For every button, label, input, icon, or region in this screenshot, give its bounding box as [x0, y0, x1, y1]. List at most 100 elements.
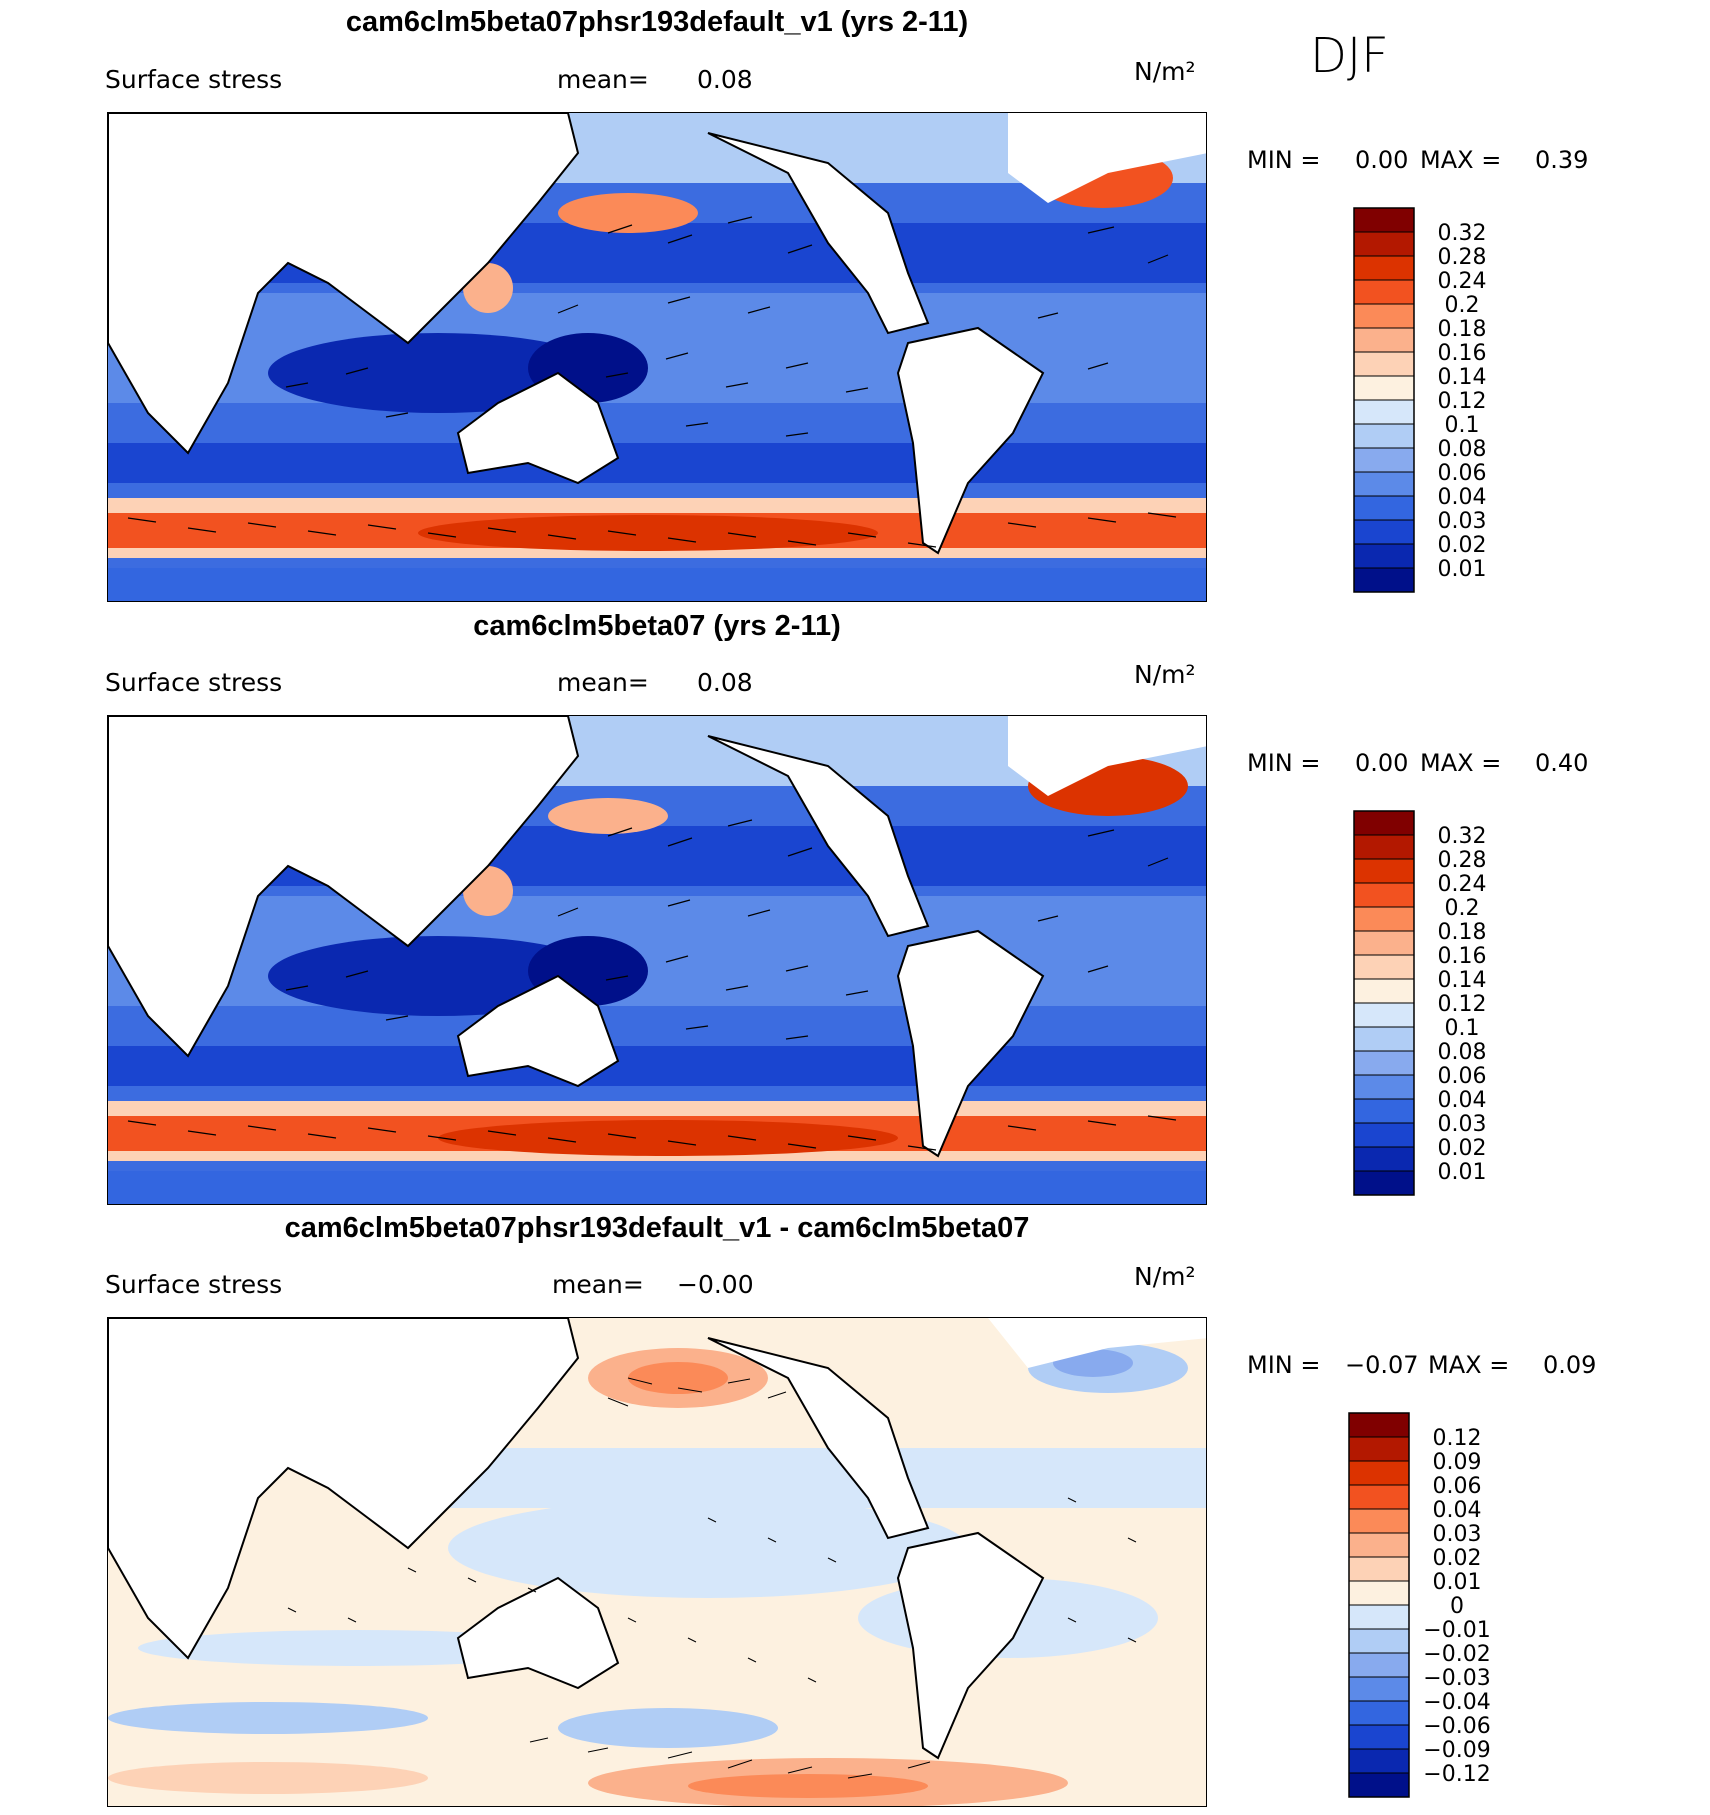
colorbar-level-label: 0.14 [1438, 365, 1487, 390]
panel-2-max-label: MAX = [1420, 749, 1502, 777]
panel-2-max-value: 0.40 [1535, 749, 1589, 777]
colorbar-level-label: 0.28 [1438, 245, 1487, 270]
colorbar-swatch [1353, 519, 1415, 545]
colorbar-swatch [1348, 1700, 1410, 1726]
panel-1-title: cam6clm5beta07phsr193default_v1 (yrs 2-1… [345, 6, 969, 38]
colorbar-level-label: 0.2 [1445, 896, 1480, 921]
colorbar-swatch [1348, 1508, 1410, 1534]
colorbar-swatch [1348, 1460, 1410, 1486]
panel-2-mean-label: mean= [557, 668, 649, 697]
colorbar-swatch [1353, 1098, 1415, 1124]
colorbar-level-label: −0.03 [1423, 1666, 1490, 1691]
panel-3-mean-label: mean= [552, 1270, 644, 1299]
colorbar-level-label: 0.01 [1433, 1570, 1482, 1595]
panel-3-min-value: −0.07 [1345, 1351, 1419, 1379]
colorbar-level-label: 0.04 [1433, 1498, 1482, 1523]
colorbar-swatch [1353, 810, 1415, 836]
colorbar-swatch [1353, 906, 1415, 932]
season-label: DJF [1310, 28, 1389, 84]
colorbar-level-label: 0.1 [1445, 1016, 1480, 1041]
colorbar-swatch [1353, 1146, 1415, 1172]
panel-2-min-value: 0.00 [1355, 749, 1409, 777]
colorbar-level-label: −0.06 [1423, 1714, 1490, 1739]
panel-3-max-value: 0.09 [1543, 1351, 1597, 1379]
colorbar-level-label: 0.12 [1433, 1426, 1482, 1451]
colorbar-level-label: 0.32 [1438, 824, 1487, 849]
colorbar-swatch [1348, 1772, 1410, 1798]
colorbar-swatch [1348, 1412, 1410, 1438]
colorbar-level-label: 0.18 [1438, 317, 1487, 342]
panel-1-min-label: MIN = [1247, 146, 1321, 174]
colorbar-swatch [1353, 882, 1415, 908]
colorbar-swatch [1353, 543, 1415, 569]
colorbar-level-label: 0.2 [1445, 293, 1480, 318]
colorbar-swatch [1353, 834, 1415, 860]
colorbar-swatch [1348, 1484, 1410, 1510]
colorbar-level-label: −0.09 [1423, 1738, 1490, 1763]
colorbar-level-label: 0.08 [1438, 437, 1487, 462]
panel-1-mean-label: mean= [557, 65, 649, 94]
colorbar-level-label: 0.28 [1438, 848, 1487, 873]
colorbar-swatch [1348, 1652, 1410, 1678]
colorbar-level-label: 0.01 [1438, 1160, 1487, 1185]
panel-1-units: N/m² [1134, 57, 1196, 86]
colorbar-swatch [1353, 423, 1415, 449]
colorbar-level-label: 0.01 [1438, 557, 1487, 582]
panel-2-variable: Surface stress [105, 668, 283, 697]
panel-2-min-label: MIN = [1247, 749, 1321, 777]
colorbar-swatch [1353, 207, 1415, 233]
colorbar-level-label: 0.16 [1438, 944, 1487, 969]
colorbar-swatch [1353, 1170, 1415, 1196]
panel-2-map [107, 715, 1207, 1205]
colorbar-level-label: 0.03 [1438, 1112, 1487, 1137]
colorbar-swatch [1353, 375, 1415, 401]
colorbar-swatch [1353, 399, 1415, 425]
colorbar-level-label: 0.03 [1433, 1522, 1482, 1547]
colorbar-level-label: 0.1 [1445, 413, 1480, 438]
panel-1-map [107, 112, 1207, 602]
colorbar-level-label: 0.32 [1438, 221, 1487, 246]
panel-3-max-label: MAX = [1428, 1351, 1510, 1379]
colorbar-level-label: 0.14 [1438, 968, 1487, 993]
panel-2-title: cam6clm5beta07 (yrs 2-11) [473, 610, 841, 642]
colorbar-level-label: 0.06 [1438, 1064, 1487, 1089]
colorbar-swatch [1348, 1628, 1410, 1654]
colorbar-swatch [1348, 1556, 1410, 1582]
colorbar-level-label: 0.04 [1438, 485, 1487, 510]
colorbar-level-label: 0.02 [1438, 1136, 1487, 1161]
colorbar-swatch [1348, 1676, 1410, 1702]
panel-2-mean-value: 0.08 [697, 668, 753, 697]
colorbar-level-label: 0.04 [1438, 1088, 1487, 1113]
colorbar-swatch [1353, 1002, 1415, 1028]
colorbar-swatch [1348, 1532, 1410, 1558]
panel-1-min-value: 0.00 [1355, 146, 1409, 174]
panel-1-max-value: 0.39 [1535, 146, 1589, 174]
colorbar-swatch [1353, 327, 1415, 353]
panel-3-min-label: MIN = [1247, 1351, 1321, 1379]
colorbar-swatch [1353, 567, 1415, 593]
panel-3-mean-value: −0.00 [677, 1270, 754, 1299]
colorbar-swatch [1353, 231, 1415, 257]
colorbar-level-label: 0.12 [1438, 389, 1487, 414]
colorbar-level-label: 0.03 [1438, 509, 1487, 534]
panel-1-max-label: MAX = [1420, 146, 1502, 174]
panel-3-colorbar: 0.12 0.09 0.06 0.04 0.03 0.02 0.01 0 −0.01 −0.02−… [1348, 1412, 1559, 1802]
panel-2-colorbar: 0.32 0.28 0.24 0.2 0.18 0.16 0.14 0.12 0.1 0.08 0.… [1353, 810, 1554, 1200]
colorbar-level-label: 0 [1450, 1594, 1464, 1619]
colorbar-swatch [1348, 1748, 1410, 1774]
colorbar-level-label: 0.06 [1433, 1474, 1482, 1499]
colorbar-swatch [1353, 447, 1415, 473]
colorbar-level-label: 0.18 [1438, 920, 1487, 945]
colorbar-swatch [1353, 303, 1415, 329]
colorbar-swatch [1353, 1026, 1415, 1052]
colorbar-level-label: 0.02 [1438, 533, 1487, 558]
colorbar-swatch [1353, 495, 1415, 521]
colorbar-swatch [1348, 1580, 1410, 1606]
colorbar-swatch [1353, 1074, 1415, 1100]
colorbar-level-label: −0.02 [1423, 1642, 1490, 1667]
colorbar-swatch [1353, 255, 1415, 281]
panel-3-map [107, 1317, 1207, 1807]
colorbar-swatch [1353, 930, 1415, 956]
panel-2-units: N/m² [1134, 660, 1196, 689]
colorbar-swatch [1353, 279, 1415, 305]
